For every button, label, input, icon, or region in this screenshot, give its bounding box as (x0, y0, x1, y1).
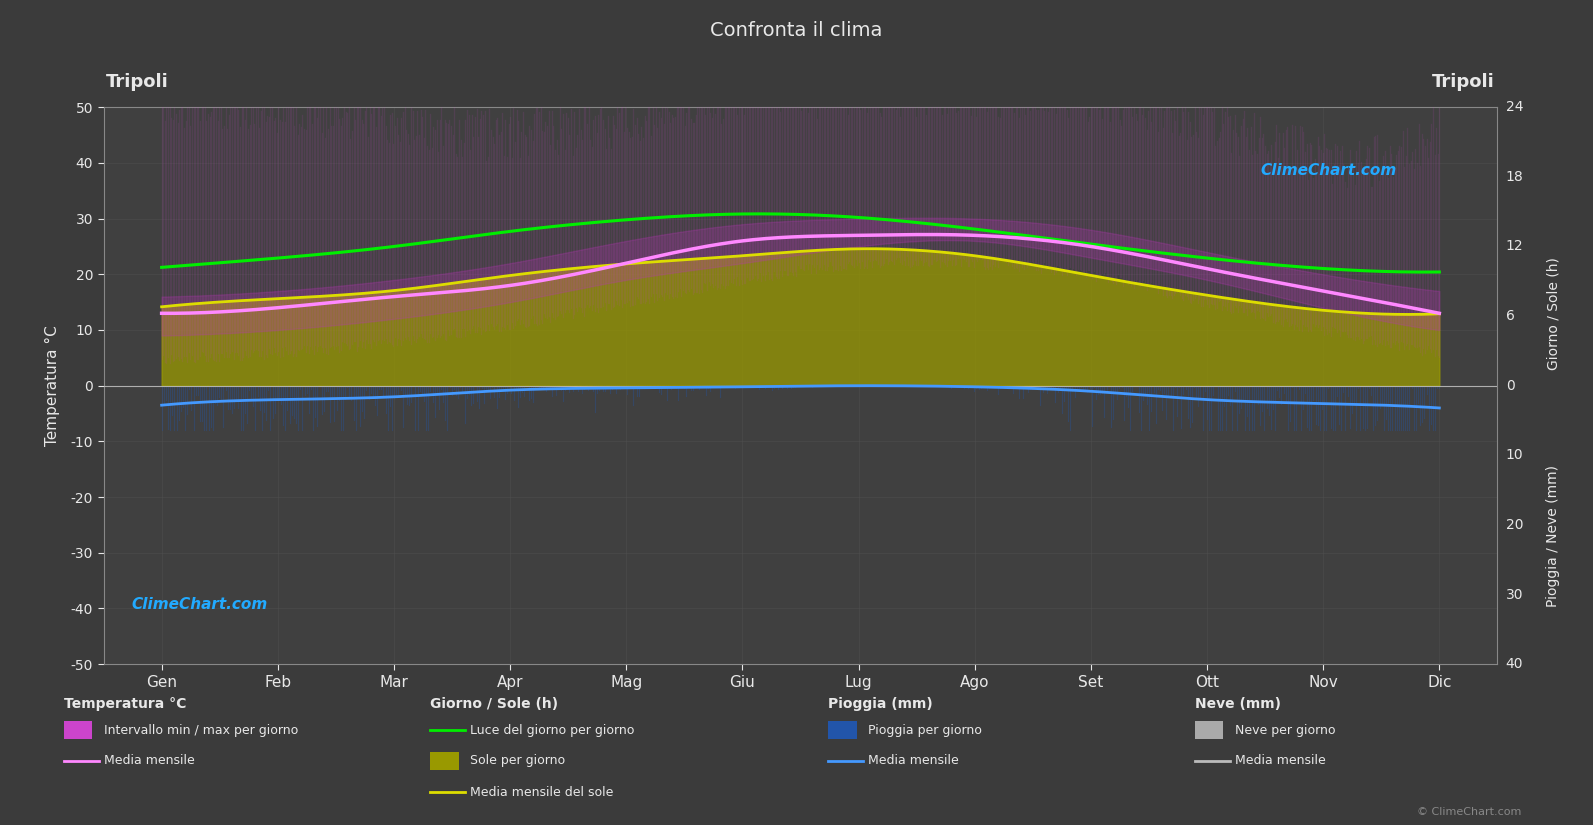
Text: Neve (mm): Neve (mm) (1195, 697, 1281, 711)
Text: ClimeChart.com: ClimeChart.com (132, 597, 268, 612)
Text: 20: 20 (1505, 518, 1523, 532)
Text: 18: 18 (1505, 170, 1523, 184)
Y-axis label: Temperatura °C: Temperatura °C (45, 325, 59, 446)
Text: Sole per giorno: Sole per giorno (470, 754, 566, 767)
Text: Temperatura °C: Temperatura °C (64, 697, 186, 711)
Text: Media mensile: Media mensile (104, 754, 194, 767)
Text: 40: 40 (1505, 658, 1523, 671)
Text: Pioggia (mm): Pioggia (mm) (828, 697, 933, 711)
Text: ClimeChart.com: ClimeChart.com (1260, 163, 1397, 178)
Text: Neve per giorno: Neve per giorno (1235, 724, 1335, 737)
Text: Intervallo min / max per giorno: Intervallo min / max per giorno (104, 724, 298, 737)
Text: 30: 30 (1505, 587, 1523, 601)
Text: 24: 24 (1505, 101, 1523, 114)
Text: Tripoli: Tripoli (1432, 73, 1494, 91)
Text: Giorno / Sole (h): Giorno / Sole (h) (430, 697, 558, 711)
Text: Tripoli: Tripoli (107, 73, 169, 91)
Text: Media mensile: Media mensile (1235, 754, 1325, 767)
Text: 0: 0 (1505, 379, 1515, 393)
Text: Confronta il clima: Confronta il clima (710, 21, 883, 40)
Text: Pioggia / Neve (mm): Pioggia / Neve (mm) (1547, 465, 1560, 607)
Text: Pioggia per giorno: Pioggia per giorno (868, 724, 981, 737)
Text: 10: 10 (1505, 448, 1523, 462)
Text: Giorno / Sole (h): Giorno / Sole (h) (1547, 257, 1560, 370)
Text: © ClimeChart.com: © ClimeChart.com (1416, 807, 1521, 817)
Text: Luce del giorno per giorno: Luce del giorno per giorno (470, 724, 634, 737)
Text: 12: 12 (1505, 239, 1523, 253)
Text: Media mensile del sole: Media mensile del sole (470, 785, 613, 799)
Text: Media mensile: Media mensile (868, 754, 959, 767)
Text: 6: 6 (1505, 309, 1515, 323)
